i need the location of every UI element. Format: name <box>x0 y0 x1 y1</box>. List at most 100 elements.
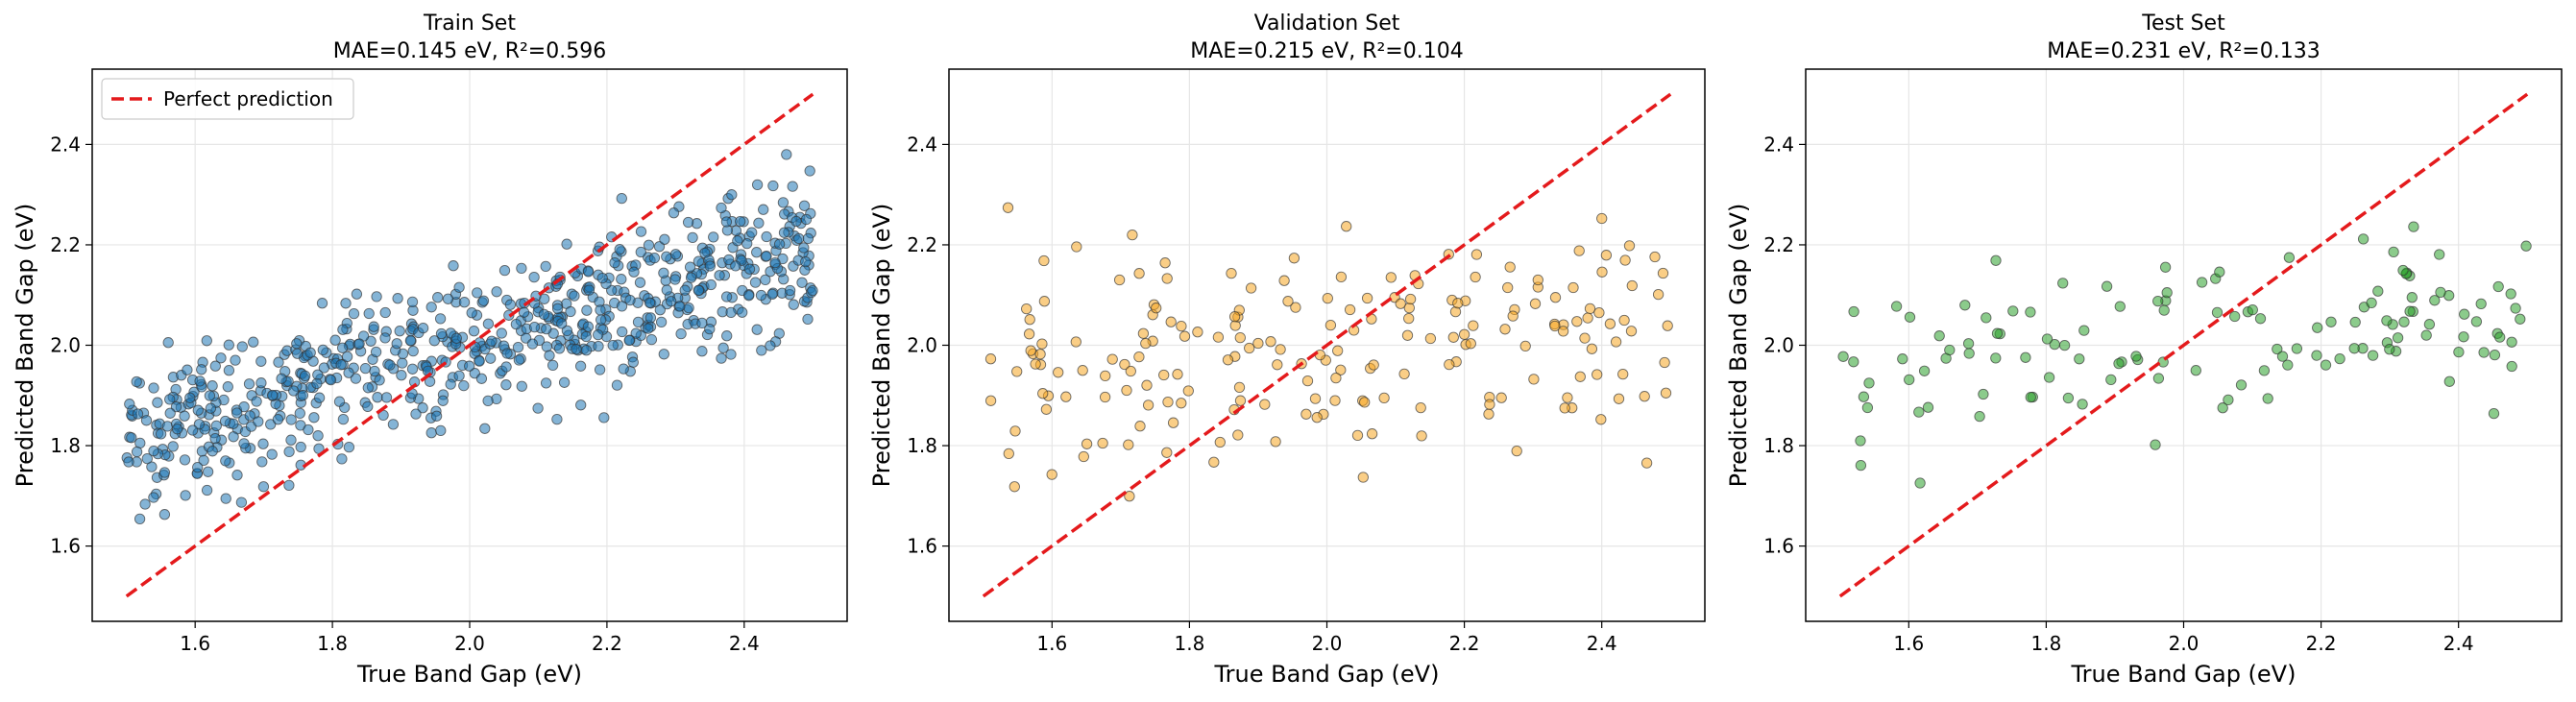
data-point <box>123 456 134 468</box>
data-point <box>434 313 447 325</box>
data-point <box>643 323 654 334</box>
data-point <box>255 355 267 367</box>
data-point <box>1511 445 1522 457</box>
data-point <box>475 373 488 384</box>
data-point <box>304 347 316 358</box>
data-point <box>1214 436 1226 448</box>
data-point <box>1040 403 1053 415</box>
data-point <box>2190 365 2201 376</box>
data-point <box>248 336 259 348</box>
data-point <box>1366 428 1378 440</box>
data-point <box>1100 370 1111 382</box>
data-point <box>404 334 417 347</box>
data-point <box>696 317 708 329</box>
data-point <box>482 395 494 407</box>
data-point <box>343 441 355 453</box>
data-point <box>1922 401 1934 413</box>
data-point <box>2152 373 2165 384</box>
data-point <box>1142 399 1154 411</box>
data-point <box>1002 202 1014 213</box>
data-point <box>283 479 295 492</box>
panel-2: Validation Set MAE=0.215 eV, R²=0.104 1.6 1… <box>868 12 1706 688</box>
data-point <box>1398 368 1410 380</box>
data-point <box>1452 298 1464 309</box>
data-point <box>1465 338 1476 350</box>
x-tick-label: 1.6 <box>1036 632 1067 655</box>
data-point <box>1359 397 1371 408</box>
data-point <box>790 215 802 228</box>
data-point <box>1855 435 1866 447</box>
y-tick-label: 2.4 <box>1763 133 1794 156</box>
data-point <box>391 338 402 350</box>
data-point <box>807 284 818 297</box>
x-tick-label: 1.8 <box>317 632 348 655</box>
data-point <box>751 247 763 258</box>
data-point <box>540 260 551 273</box>
data-point <box>526 338 539 350</box>
data-point <box>2159 261 2172 273</box>
data-point <box>2150 439 2161 450</box>
y-tick-label: 1.6 <box>50 535 81 558</box>
data-point <box>220 493 231 504</box>
data-point <box>474 355 485 367</box>
data-point <box>207 380 218 392</box>
data-point <box>198 454 209 467</box>
data-point <box>1335 364 1347 375</box>
data-point <box>2161 287 2173 299</box>
data-point <box>1584 303 1596 315</box>
data-point <box>1401 329 1414 341</box>
data-point <box>238 400 250 413</box>
data-point <box>1046 469 1057 480</box>
data-point <box>134 513 146 525</box>
data-point <box>335 359 347 371</box>
data-point <box>325 374 337 386</box>
data-point <box>668 207 680 219</box>
data-point <box>2348 343 2360 354</box>
data-point <box>512 341 524 353</box>
data-point <box>528 271 540 283</box>
chart-title: Test Set <box>2141 12 2225 36</box>
data-point <box>1626 279 1638 292</box>
data-point <box>294 407 305 420</box>
data-point <box>152 397 163 408</box>
data-point <box>2078 325 2090 336</box>
data-point <box>220 455 231 467</box>
data-point <box>337 324 349 335</box>
data-point <box>1324 319 1337 331</box>
data-point <box>372 392 383 403</box>
data-point <box>194 375 206 387</box>
data-point <box>1300 408 1312 420</box>
data-point <box>1127 229 1138 241</box>
data-point <box>179 410 190 422</box>
y-tick-label: 2.0 <box>1763 334 1794 357</box>
data-point <box>2057 278 2069 289</box>
y-tick-label: 1.6 <box>907 535 937 558</box>
data-point <box>1234 395 1247 406</box>
data-point <box>2074 353 2085 365</box>
data-point <box>496 327 507 339</box>
data-point <box>291 348 304 359</box>
data-point <box>1499 324 1511 335</box>
data-point <box>645 333 658 346</box>
data-point <box>1848 305 1859 318</box>
data-point <box>1030 358 1041 370</box>
data-point <box>1837 351 1849 362</box>
data-point <box>435 424 447 437</box>
x-axis-label: True Band Gap (eV) <box>2071 661 2297 688</box>
data-point <box>204 390 216 401</box>
data-point <box>538 308 550 321</box>
data-point <box>2384 344 2395 355</box>
data-point <box>417 402 428 414</box>
data-point <box>1660 387 1672 399</box>
data-point <box>430 410 443 422</box>
data-point <box>616 192 627 205</box>
data-point <box>674 301 686 312</box>
data-point <box>370 346 382 358</box>
data-point <box>804 165 815 177</box>
x-tick-label: 2.0 <box>2169 632 2199 655</box>
data-point <box>186 424 199 436</box>
data-point <box>1011 366 1023 377</box>
data-point <box>126 432 137 444</box>
data-point <box>182 364 193 375</box>
data-point <box>171 424 183 435</box>
